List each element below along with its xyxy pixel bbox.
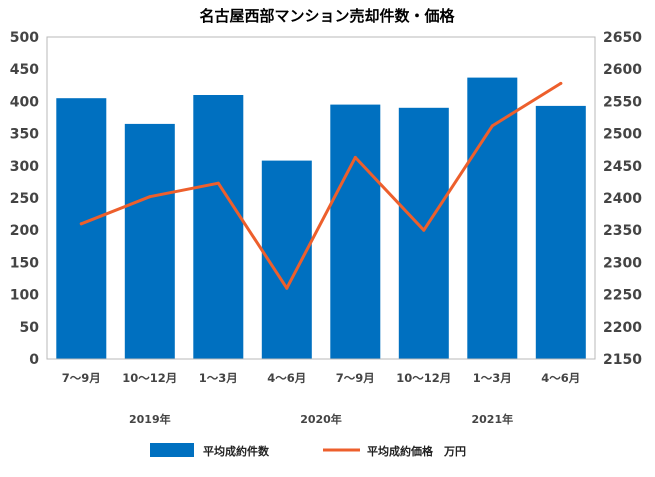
legend: 平均成約件数 平均成約価格 万円 bbox=[150, 443, 466, 458]
left-axis: 0 50 100 150 200 250 300 350 400 450 500 bbox=[10, 30, 39, 368]
left-tick-label: 350 bbox=[10, 127, 39, 143]
left-tick-label: 200 bbox=[10, 223, 39, 239]
right-tick-label: 2400 bbox=[603, 191, 642, 207]
line-point bbox=[490, 124, 494, 128]
legend-line-label: 平均成約価格 万円 bbox=[367, 444, 466, 458]
right-tick-label: 2550 bbox=[603, 94, 642, 110]
line-point bbox=[79, 222, 83, 226]
bar bbox=[398, 107, 449, 359]
left-tick-label: 400 bbox=[10, 94, 39, 110]
bar bbox=[56, 98, 107, 359]
line-point bbox=[559, 81, 563, 85]
line-point bbox=[216, 181, 220, 185]
right-axis: 2150 2200 2250 2300 2350 2400 2450 2500 2550 2600… bbox=[603, 30, 642, 368]
left-tick-label: 50 bbox=[20, 320, 40, 336]
category-label: 7～9月 bbox=[62, 371, 101, 385]
right-tick-label: 2150 bbox=[603, 352, 642, 368]
legend-bar-swatch bbox=[150, 443, 194, 457]
bar bbox=[124, 123, 175, 360]
left-tick-label: 150 bbox=[10, 255, 39, 271]
bar bbox=[193, 95, 244, 359]
left-tick-label: 250 bbox=[10, 191, 39, 207]
category-label: 1～3月 bbox=[199, 371, 238, 385]
left-tick-label: 0 bbox=[29, 352, 39, 368]
bar bbox=[535, 105, 586, 360]
category-label: 4～6月 bbox=[541, 371, 580, 385]
legend-bar-label: 平均成約件数 bbox=[203, 444, 270, 458]
bar bbox=[467, 77, 518, 359]
bar bbox=[330, 104, 381, 359]
plot-border bbox=[46, 36, 596, 360]
x-axis-years: 2019年 2020年 2021年 bbox=[129, 412, 513, 426]
line-point bbox=[422, 228, 426, 232]
bar-series bbox=[56, 77, 586, 360]
category-label: 1～3月 bbox=[473, 371, 512, 385]
year-label: 2019年 bbox=[129, 412, 171, 426]
right-tick-label: 2250 bbox=[603, 288, 642, 304]
left-tick-label: 450 bbox=[10, 62, 39, 78]
year-label: 2020年 bbox=[300, 412, 342, 426]
price-line bbox=[79, 81, 563, 290]
line-series bbox=[79, 81, 563, 290]
right-tick-label: 2600 bbox=[603, 62, 642, 78]
chart-title: 名古屋西部マンション売却件数・価格 bbox=[199, 7, 455, 25]
line-point bbox=[285, 286, 289, 290]
right-tick-label: 2500 bbox=[603, 127, 642, 143]
category-label: 4～6月 bbox=[267, 371, 306, 385]
line-point bbox=[148, 195, 152, 199]
category-label: 10～12月 bbox=[396, 371, 451, 385]
category-label: 7～9月 bbox=[336, 371, 375, 385]
bar bbox=[261, 160, 312, 359]
category-label: 10～12月 bbox=[122, 371, 177, 385]
line-point bbox=[353, 155, 357, 159]
right-tick-label: 2300 bbox=[603, 255, 642, 271]
x-axis-categories: 7～9月 10～12月 1～3月 4～6月 7～9月 10～12月 1～3月 4～6月 bbox=[62, 371, 581, 385]
right-tick-label: 2650 bbox=[603, 30, 642, 46]
right-tick-label: 2350 bbox=[603, 223, 642, 239]
right-tick-label: 2200 bbox=[603, 320, 642, 336]
year-label: 2021年 bbox=[471, 412, 513, 426]
left-tick-label: 500 bbox=[10, 30, 39, 46]
left-tick-label: 300 bbox=[10, 159, 39, 175]
right-tick-label: 2450 bbox=[603, 159, 642, 175]
left-tick-label: 100 bbox=[10, 288, 39, 304]
